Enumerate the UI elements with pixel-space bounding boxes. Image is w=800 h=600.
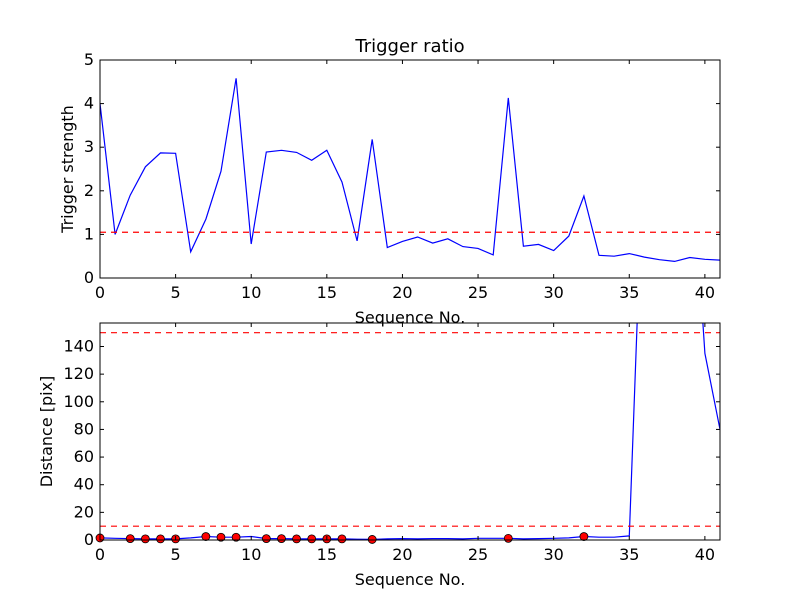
chart-1-y-tick-label: 1 — [84, 224, 94, 243]
chart-2-x-tick-label: 35 — [619, 545, 639, 564]
chart-2-marker-point — [579, 532, 589, 541]
chart-2-y-axis-label: Distance [pix] — [37, 376, 56, 488]
chart-2-y-tick-label: 80 — [74, 419, 94, 438]
chart-1-x-tick-label: 25 — [468, 283, 488, 302]
chart-1-y-tick-label: 4 — [84, 94, 94, 113]
chart-2-marker-point — [231, 532, 241, 542]
chart-2-marker-point — [140, 534, 150, 544]
chart-2-marker-point — [156, 534, 165, 544]
chart-2-y-tick-label: 100 — [63, 392, 94, 411]
chart-2-x-tick-label: 30 — [543, 545, 563, 564]
chart-1: 0 5 10 15 20 25 30 35 40 0 1 2 3 4 5 Trigger ratio Seque… — [58, 36, 721, 327]
chart-1-y-tick-label: 5 — [84, 50, 94, 69]
chart-2-axes-frame — [99, 322, 721, 541]
chart-2-x-tick-label: 40 — [695, 545, 715, 564]
chart-1-x-tick-label: 35 — [619, 283, 639, 302]
chart-2-x-axis-label: Sequence No. — [355, 570, 466, 589]
chart-2-y-tick-label: 0 — [84, 530, 94, 549]
chart-1-plot-area — [100, 78, 720, 263]
chart-1-series-line-1 — [100, 78, 720, 263]
chart-1-y-tick-label: 0 — [84, 268, 94, 287]
chart-1-x-tick-label: 15 — [317, 283, 337, 302]
chart-2-x-tick-label: 5 — [171, 545, 181, 564]
chart-1-y-tick-label: 2 — [84, 181, 94, 200]
chart-1-x-tick-label: 30 — [543, 283, 563, 302]
chart-2-x-tick-label: 20 — [392, 545, 412, 564]
chart-2-marker-point — [307, 534, 317, 544]
chart-2-y-tick-label: 120 — [63, 364, 94, 383]
chart-2-marker-point — [277, 534, 286, 544]
chart-2-y-tick-label: 60 — [74, 447, 94, 466]
chart-1-title: Trigger ratio — [354, 36, 464, 57]
chart-2-x-tick-label: 15 — [317, 545, 337, 564]
chart-2-marker-point — [125, 534, 135, 544]
chart-1-x-tick-label: 10 — [241, 283, 261, 302]
chart-1-x-tick-label: 5 — [171, 283, 181, 302]
chart-1-x-tick-label: 40 — [695, 283, 715, 302]
chart-1-x-tick-label: 0 — [95, 283, 105, 302]
chart-1-x-axis-label: Sequence No. — [355, 308, 466, 327]
chart-2-marker-point — [261, 534, 271, 544]
chart-1-axes-frame — [99, 59, 721, 279]
chart-2-marker-point — [503, 533, 513, 543]
chart-2-marker-point — [201, 532, 211, 541]
chart-2-x-tick-label: 0 — [95, 545, 105, 564]
chart-2-x-tick-label: 25 — [468, 545, 488, 564]
chart-2-y-tick-label: 40 — [74, 475, 94, 494]
chart-2-marker-point — [337, 534, 347, 544]
chart-2-plot-area — [100, 323, 720, 540]
chart-2-marker-point — [367, 535, 377, 544]
chart-2-marker-point — [292, 534, 301, 544]
chart-2: 0 5 10 15 20 25 30 35 40 0 20 40 60 80 100 120 140 Sequen… — [37, 322, 721, 589]
chart-1-y-tick-label: 3 — [84, 137, 94, 156]
chart-2-x-tick-label: 10 — [241, 545, 261, 564]
chart-2-y-tick-label: 20 — [74, 502, 94, 521]
chart-1-y-axis-label: Trigger strength — [58, 105, 77, 234]
chart-2-y-tick-label: 140 — [63, 336, 94, 355]
chart-1-x-tick-label: 20 — [392, 283, 412, 302]
chart-2-marker-point — [216, 532, 226, 542]
